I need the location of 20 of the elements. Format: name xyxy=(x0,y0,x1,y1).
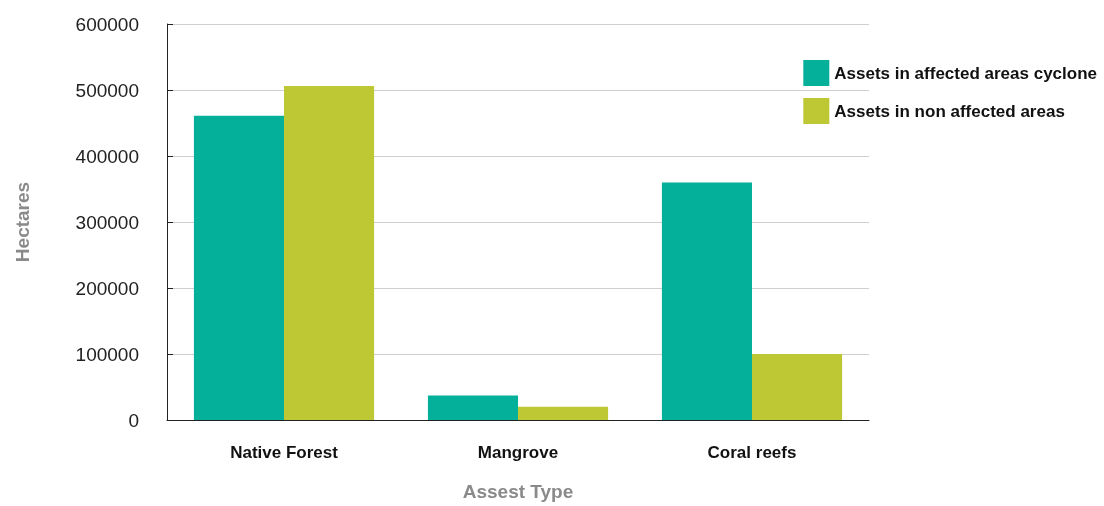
x-tick-label: Mangrove xyxy=(477,443,559,462)
bar xyxy=(427,395,518,420)
y-tick-label: 400000 xyxy=(75,145,139,167)
bar xyxy=(518,406,609,420)
y-tick-label: 100000 xyxy=(75,343,139,365)
y-tick-label: 300000 xyxy=(75,211,139,233)
bar xyxy=(752,354,843,420)
x-tick-label: Coral reefs xyxy=(707,443,797,462)
bar xyxy=(661,182,752,420)
y-axis-title: Hectares xyxy=(12,181,33,263)
legend-label: Assets in non affected areas xyxy=(834,101,1065,121)
y-tick-label: 200000 xyxy=(75,277,139,299)
y-tick-label: 500000 xyxy=(75,79,139,101)
x-axis-title: Assest Type xyxy=(462,481,574,502)
y-tick-label: 600000 xyxy=(75,13,139,35)
y-tick-label: 0 xyxy=(128,409,139,431)
bar xyxy=(284,86,375,420)
x-tick-label: Native Forest xyxy=(230,443,339,462)
bar xyxy=(193,115,284,420)
legend-label: Assets in affected areas cyclone xyxy=(834,63,1097,83)
